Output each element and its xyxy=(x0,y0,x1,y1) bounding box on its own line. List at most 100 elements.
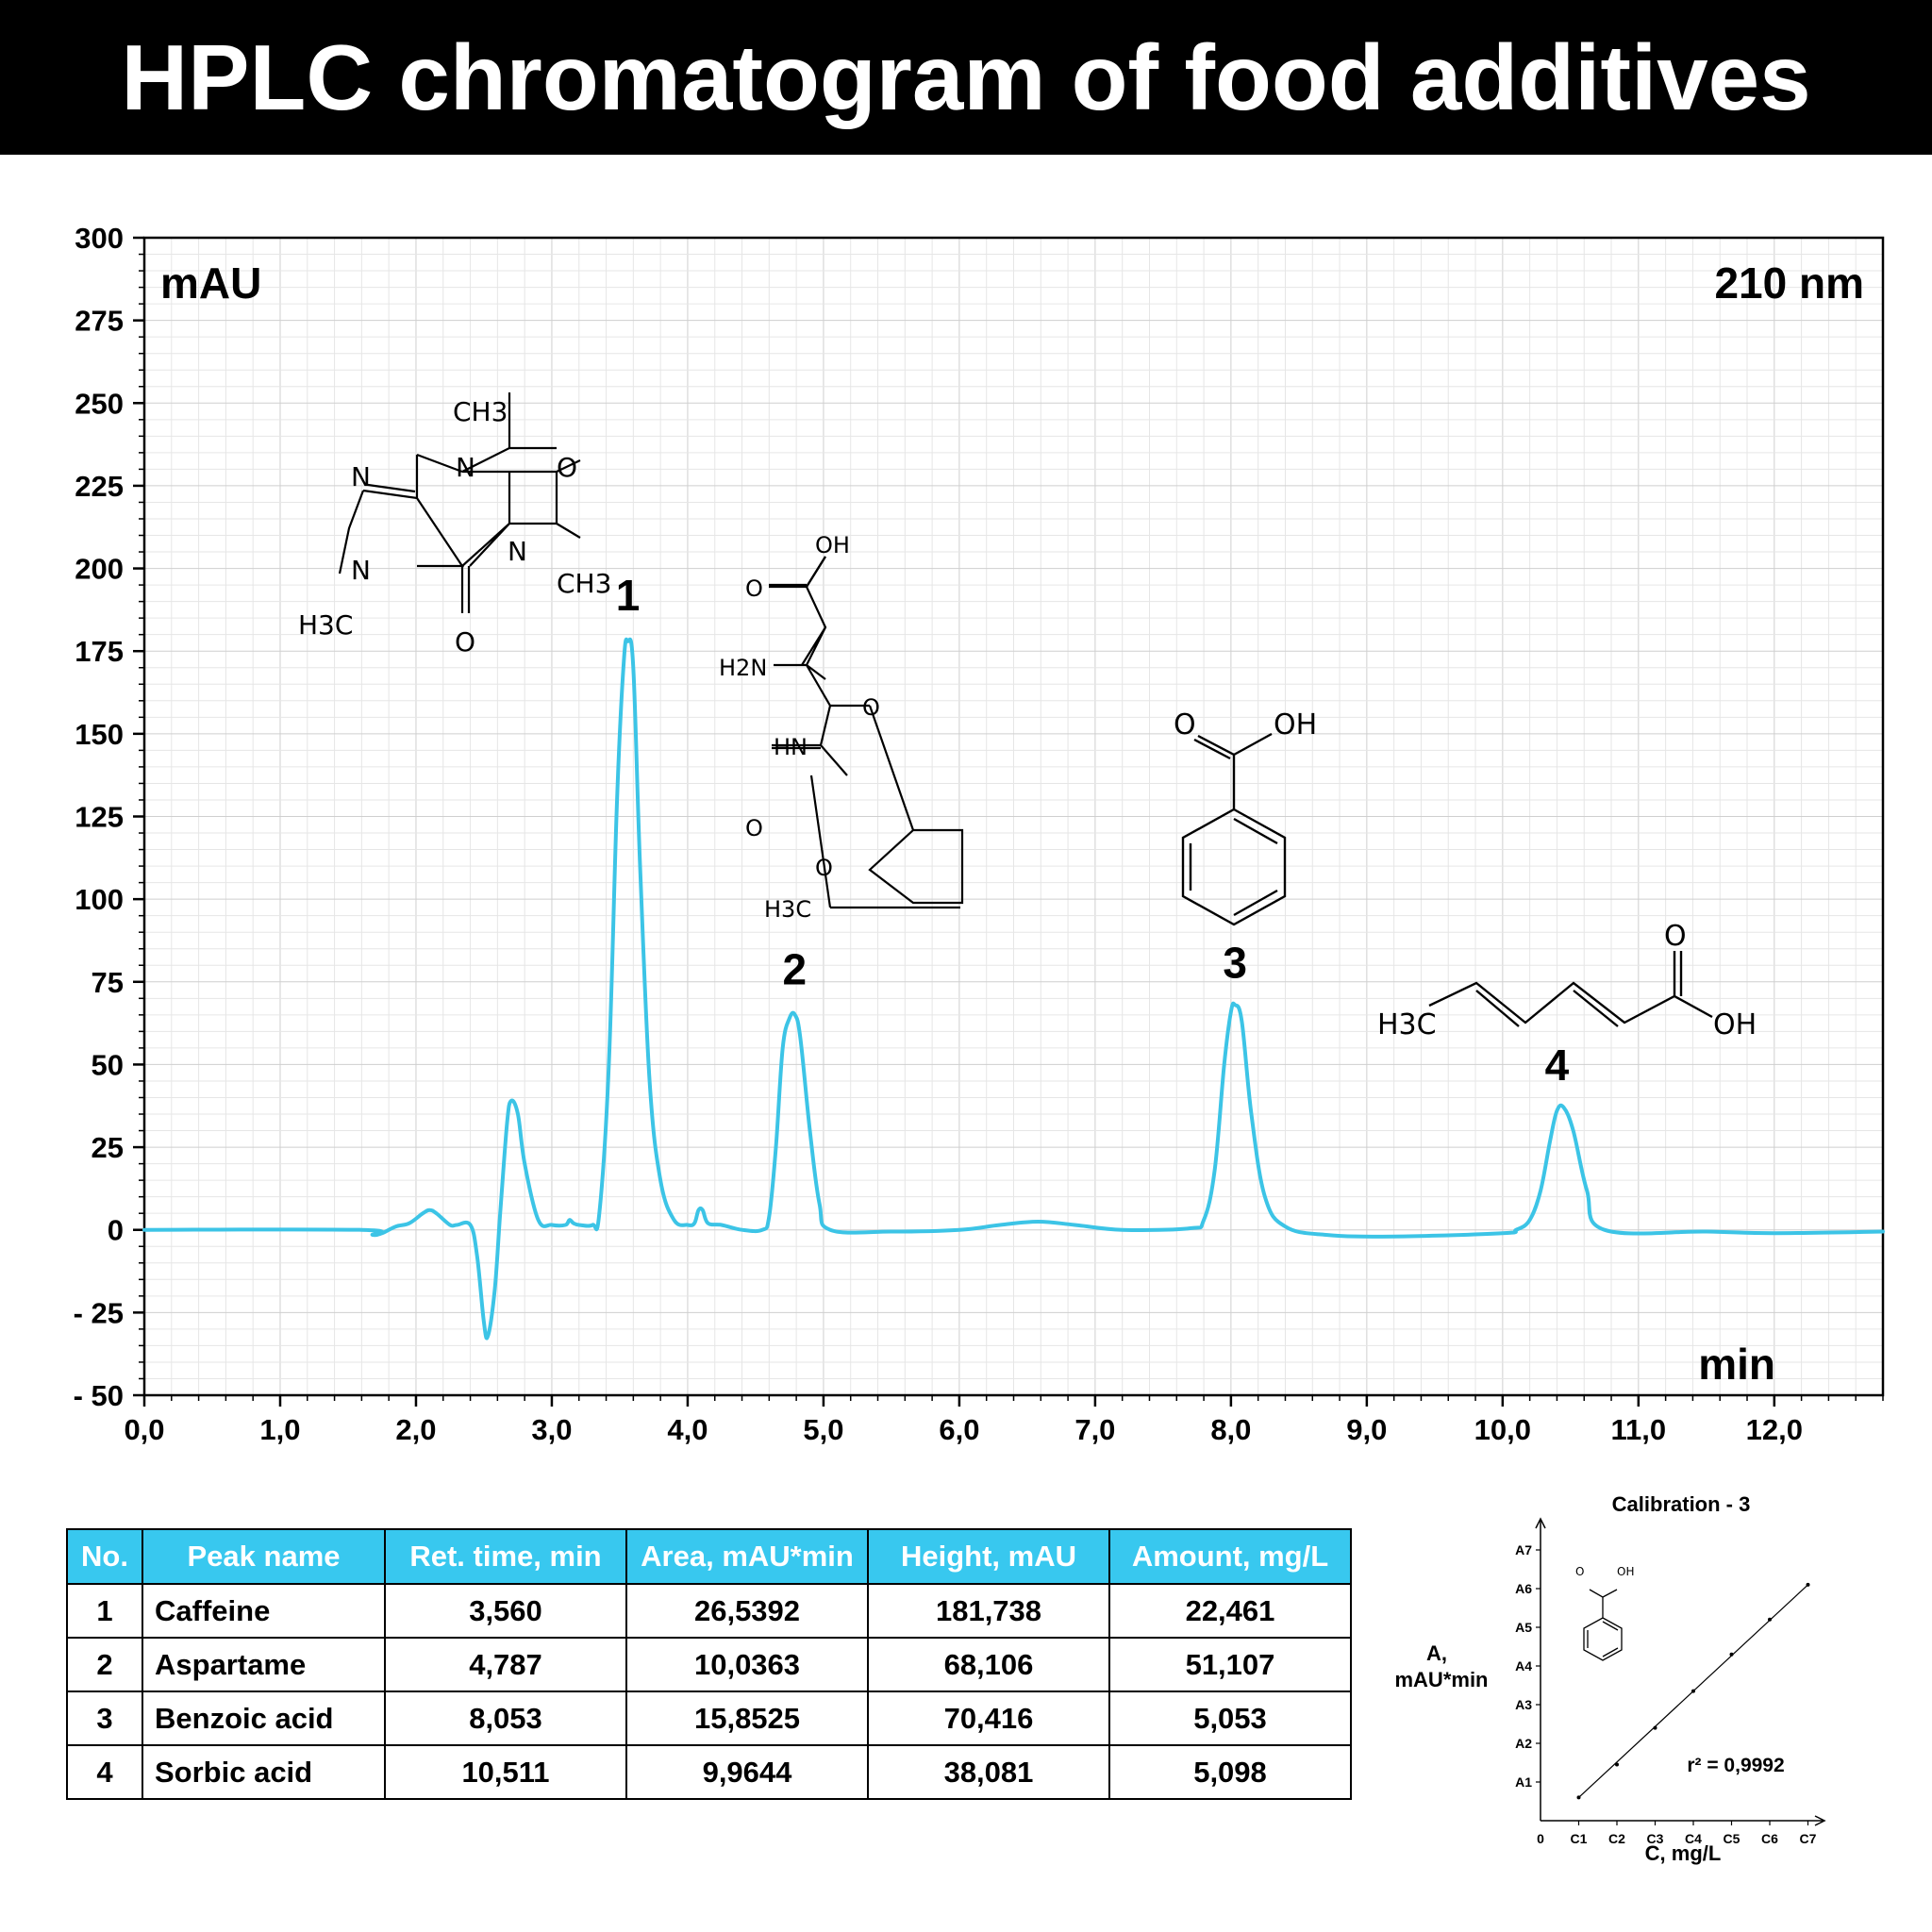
table-row: 1 Caffeine 3,560 26,5392 181,738 22,461 xyxy=(66,1583,1352,1639)
y-tick-label: - 25 xyxy=(74,1296,124,1329)
table-cell: 3 xyxy=(66,1690,143,1746)
table-cell: Caffeine xyxy=(142,1583,386,1639)
sorbic-acid-structure: O H3C OH xyxy=(1377,920,1757,1041)
y-tick-label: - 50 xyxy=(74,1379,124,1412)
y-tick-label: 200 xyxy=(75,553,124,586)
calibration-point xyxy=(1768,1617,1772,1622)
table-row: 2 Aspartame 4,787 10,0363 68,106 51,107 xyxy=(66,1637,1352,1692)
calib-y-tick-label: A6 xyxy=(1515,1581,1532,1596)
calib-y-tick-label: A7 xyxy=(1515,1542,1532,1557)
peak-table: No. Peak name Ret. time, min Area, mAU*m… xyxy=(66,1528,1352,1800)
chart-title: HPLC chromatogram of food additives xyxy=(121,25,1811,129)
table-cell: 38,081 xyxy=(867,1744,1110,1800)
caffeine-label: CH3 xyxy=(557,568,611,599)
caffeine-label: O xyxy=(557,452,577,483)
col-header: Area, mAU*min xyxy=(625,1528,869,1585)
peak-number-label: 2 xyxy=(782,944,807,993)
caffeine-label: N xyxy=(456,452,475,483)
table-row: 3 Benzoic acid 8,053 15,8525 70,416 5,05… xyxy=(66,1690,1352,1746)
table-cell: 22,461 xyxy=(1108,1583,1352,1639)
peak-number-label: 1 xyxy=(616,571,641,620)
col-header: Height, mAU xyxy=(867,1528,1110,1585)
x-unit-label: min xyxy=(1698,1340,1775,1389)
aspartame-label: H2N xyxy=(719,655,767,681)
calibration-point xyxy=(1576,1795,1581,1800)
y-tick-label: 250 xyxy=(75,387,124,420)
x-tick-label: 12,0 xyxy=(1746,1413,1803,1446)
calibration-chart: Calibration - 3 A1 A2 A3 A4 A5 A6 A7 0 C1 C2 C3 C4… xyxy=(1394,1492,1826,1865)
table-cell: 70,416 xyxy=(867,1690,1110,1746)
x-tick-label: 3,0 xyxy=(531,1413,572,1446)
calib-ylabel-1: A, xyxy=(1426,1641,1447,1665)
calibration-point xyxy=(1653,1725,1657,1730)
calib-x-arrow xyxy=(1814,1815,1826,1826)
benzoic-acid-structure: O OH xyxy=(1174,708,1317,926)
calib-y-tick-label: A1 xyxy=(1515,1774,1532,1790)
calib-benzoic-icon: O OH xyxy=(1575,1565,1634,1661)
table-cell: 9,9644 xyxy=(625,1744,869,1800)
sorbic-label: O xyxy=(1664,920,1687,953)
y-tick-label: 0 xyxy=(108,1214,124,1247)
x-tick-label: 6,0 xyxy=(939,1413,979,1446)
table-cell: 4,787 xyxy=(384,1637,627,1692)
x-axis: 0,0 1,0 2,0 3,0 4,0 5,0 6,0 7,0 8,0 9,0 10,0 11,0 12… xyxy=(124,1395,1884,1446)
table-cell: 2 xyxy=(66,1637,143,1692)
calibration-point xyxy=(1806,1582,1810,1587)
table-cell: 8,053 xyxy=(384,1690,627,1746)
table-cell: 10,0363 xyxy=(625,1637,869,1692)
calib-benzoic-label: O xyxy=(1575,1565,1584,1578)
x-tick-label: 0,0 xyxy=(124,1413,164,1446)
table-cell: 4 xyxy=(66,1744,143,1800)
aspartame-label: HN xyxy=(774,734,808,760)
calib-y-ticks: A1 A2 A3 A4 A5 A6 A7 xyxy=(1515,1542,1541,1790)
aspartame-structure: OH O H2N O HN O O H3C xyxy=(719,532,964,923)
calib-x-ticks: 0 C1 C2 C3 C4 C5 C6 C7 xyxy=(1537,1821,1817,1846)
table-cell: 15,8525 xyxy=(625,1690,869,1746)
aspartame-label: O xyxy=(862,694,880,721)
table-cell: 68,106 xyxy=(867,1637,1110,1692)
y-tick-label: 100 xyxy=(75,883,124,916)
calib-x-tick-label: C3 xyxy=(1647,1831,1664,1846)
calibration-point xyxy=(1615,1762,1619,1767)
x-tick-label: 2,0 xyxy=(395,1413,436,1446)
calib-y-tick-label: A2 xyxy=(1515,1736,1532,1751)
col-header: No. xyxy=(66,1528,143,1585)
calib-y-tick-label: A3 xyxy=(1515,1697,1532,1712)
y-tick-label: 275 xyxy=(75,305,124,338)
calib-x-tick-label: C4 xyxy=(1685,1831,1702,1846)
table-cell: 26,5392 xyxy=(625,1583,869,1639)
table-cell: 5,098 xyxy=(1108,1744,1352,1800)
table-cell: 181,738 xyxy=(867,1583,1110,1639)
table-cell: 5,053 xyxy=(1108,1690,1352,1746)
table-cell: 51,107 xyxy=(1108,1637,1352,1692)
chromatogram-trace xyxy=(142,637,1885,1341)
x-tick-label: 1,0 xyxy=(259,1413,300,1446)
y-tick-label: 300 xyxy=(75,222,124,255)
sorbic-label: OH xyxy=(1713,1008,1757,1041)
calibration-point xyxy=(1691,1689,1695,1693)
aspartame-label: O xyxy=(815,855,833,881)
caffeine-structure: CH3 N O N N CH3 N H3C O xyxy=(298,392,611,658)
y-tick-label: 25 xyxy=(92,1131,124,1164)
calib-y-tick-label: A4 xyxy=(1515,1658,1532,1674)
table-cell: 10,511 xyxy=(384,1744,627,1800)
calib-x-tick-label: C1 xyxy=(1571,1831,1588,1846)
caffeine-label: CH3 xyxy=(453,396,508,427)
table-cell: 1 xyxy=(66,1583,143,1639)
peak-labels: 1 2 3 4 xyxy=(616,571,1570,1090)
aspartame-label: O xyxy=(745,815,763,841)
table-cell: Sorbic acid xyxy=(142,1744,386,1800)
calib-y-tick-label: A5 xyxy=(1515,1620,1532,1635)
calib-ylabel-2: mAU*min xyxy=(1394,1668,1488,1691)
calib-x-tick-label: 0 xyxy=(1537,1831,1544,1846)
calib-xlabel: C, mg/L xyxy=(1645,1841,1722,1865)
y-tick-label: 175 xyxy=(75,635,124,668)
calib-x-tick-label: C5 xyxy=(1724,1831,1740,1846)
table-cell: Benzoic acid xyxy=(142,1690,386,1746)
benzoic-label: O xyxy=(1174,708,1196,741)
y-tick-label: 150 xyxy=(75,718,124,751)
title-bar: HPLC chromatogram of food additives xyxy=(0,0,1932,155)
caffeine-label: N xyxy=(351,555,371,586)
y-tick-label: 225 xyxy=(75,470,124,503)
